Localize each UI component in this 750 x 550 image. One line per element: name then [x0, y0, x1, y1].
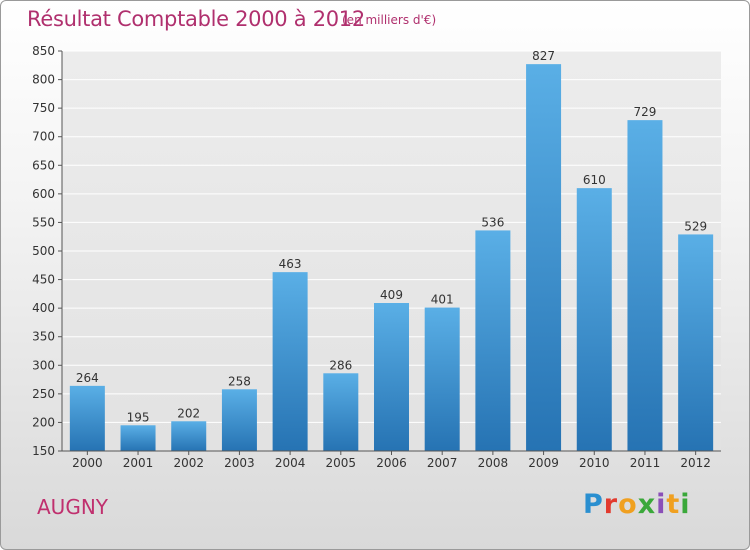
x-tick-label: 2006 [376, 456, 407, 470]
bar-value-label: 529 [684, 219, 707, 233]
x-tick-label: 2005 [326, 456, 357, 470]
x-tick-label: 2009 [528, 456, 559, 470]
bar-value-label: 286 [329, 358, 352, 372]
y-tick-label: 300 [32, 358, 55, 372]
bar-value-label: 463 [279, 257, 302, 271]
x-tick-label: 2002 [173, 456, 204, 470]
y-tick-label: 450 [32, 273, 55, 287]
chart-title: Résultat Comptable 2000 à 2012 [27, 7, 365, 31]
bar [120, 425, 156, 451]
bar [576, 188, 612, 451]
bar-value-label: 258 [228, 374, 251, 388]
y-tick-label: 550 [32, 215, 55, 229]
x-tick-label: 2007 [427, 456, 458, 470]
axes: 150 200 250 300 350 400 450 500 550 600 650 700 750 8… [32, 44, 721, 470]
y-tick-label: 350 [32, 330, 55, 344]
y-tick-label: 850 [32, 44, 55, 58]
bar [272, 272, 308, 451]
x-tick-label: 2004 [275, 456, 306, 470]
x-tick-label: 2011 [630, 456, 661, 470]
bar-value-label: 409 [380, 288, 403, 302]
commune-name: AUGNY [37, 495, 108, 519]
bar-value-label: 827 [532, 49, 555, 63]
bar-value-label: 729 [634, 105, 657, 119]
y-tick-label: 150 [32, 444, 55, 458]
x-tick-label: 2000 [72, 456, 103, 470]
bar [424, 307, 460, 451]
bar [323, 373, 359, 451]
proxiti-logo: Proxiti [583, 489, 691, 520]
bar [627, 120, 663, 452]
x-tick-label: 2008 [478, 456, 509, 470]
y-tick-label: 800 [32, 73, 55, 87]
y-tick-label: 400 [32, 301, 55, 315]
y-tick-label: 700 [32, 130, 55, 144]
y-tick-label: 750 [32, 101, 55, 115]
bar-value-label: 610 [583, 173, 606, 187]
x-tick-label: 2010 [579, 456, 610, 470]
bar [475, 230, 511, 451]
x-tick-label: 2003 [224, 456, 255, 470]
y-tick-label: 600 [32, 187, 55, 201]
bar [678, 234, 714, 451]
bars: 264 195 202 258 463 286 409 401 536 827 610 729 529 [69, 49, 714, 452]
bar [374, 303, 409, 451]
y-tick-label: 500 [32, 244, 55, 258]
y-tick-label: 200 [32, 415, 55, 429]
bar-value-label: 536 [481, 215, 504, 229]
bar [221, 389, 257, 451]
bar-value-label: 195 [127, 410, 150, 424]
bar [69, 385, 105, 451]
x-tick-label: 2001 [123, 456, 154, 470]
bar-value-label: 202 [177, 406, 200, 420]
bar-value-label: 401 [431, 293, 454, 307]
bar [526, 64, 562, 451]
y-tick-label: 250 [32, 387, 55, 401]
bar-value-label: 264 [76, 371, 99, 385]
chart-subtitle: (en milliers d'€) [342, 13, 437, 27]
x-tick-label: 2012 [680, 456, 711, 470]
bar [171, 421, 207, 451]
y-tick-label: 650 [32, 158, 55, 172]
